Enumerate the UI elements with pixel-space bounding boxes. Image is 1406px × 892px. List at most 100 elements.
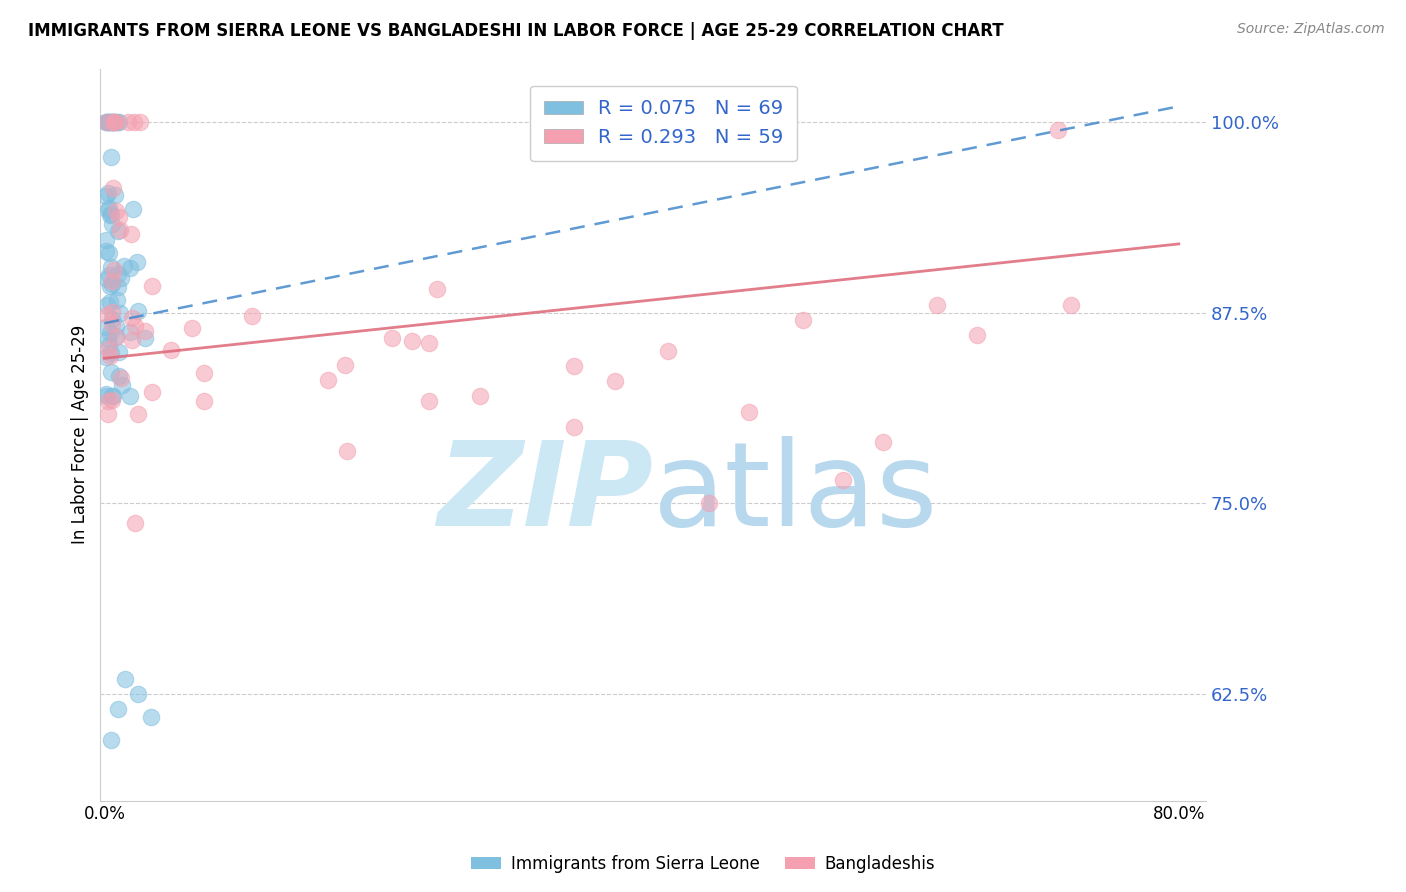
Point bbox=[110, 223, 132, 237]
Point bbox=[100, 365, 122, 379]
Point bbox=[94, 350, 117, 364]
Point bbox=[107, 115, 129, 129]
Point bbox=[117, 115, 139, 129]
Point bbox=[108, 368, 131, 383]
Point bbox=[96, 115, 118, 129]
Point bbox=[697, 496, 720, 510]
Point bbox=[657, 343, 679, 358]
Point bbox=[120, 325, 142, 339]
Point bbox=[193, 393, 215, 408]
Point bbox=[98, 338, 121, 352]
Point bbox=[110, 271, 132, 285]
Point bbox=[120, 227, 142, 241]
Point bbox=[98, 268, 121, 282]
Point bbox=[107, 267, 129, 281]
Point bbox=[100, 217, 122, 231]
Point bbox=[872, 435, 894, 450]
Point bbox=[100, 151, 122, 165]
Point bbox=[603, 374, 626, 388]
Point bbox=[832, 473, 855, 487]
Point bbox=[94, 244, 117, 259]
Point bbox=[121, 333, 143, 347]
Point bbox=[418, 336, 440, 351]
Text: IMMIGRANTS FROM SIERRA LEONE VS BANGLADESHI IN LABOR FORCE | AGE 25-29 CORRELATI: IMMIGRANTS FROM SIERRA LEONE VS BANGLADE… bbox=[28, 22, 1004, 40]
Point bbox=[97, 394, 120, 409]
Point bbox=[103, 115, 125, 129]
Point bbox=[104, 187, 127, 202]
Point bbox=[97, 115, 120, 129]
Point bbox=[105, 204, 128, 219]
Point bbox=[100, 207, 122, 221]
Point bbox=[98, 246, 121, 260]
Point bbox=[100, 115, 122, 129]
Point bbox=[792, 313, 814, 327]
Point bbox=[122, 202, 145, 217]
Point bbox=[101, 115, 124, 129]
Point bbox=[925, 298, 948, 312]
Point bbox=[98, 208, 121, 222]
Point bbox=[94, 189, 117, 203]
Point bbox=[418, 394, 440, 409]
Point bbox=[97, 202, 120, 217]
Point bbox=[98, 278, 121, 293]
Point bbox=[193, 366, 215, 380]
Point bbox=[738, 405, 761, 419]
Point bbox=[98, 294, 121, 309]
Point bbox=[96, 272, 118, 286]
Point bbox=[1046, 122, 1069, 136]
Point bbox=[97, 408, 120, 422]
Point bbox=[104, 329, 127, 343]
Point bbox=[94, 320, 117, 334]
Point bbox=[160, 343, 183, 357]
Point bbox=[104, 115, 127, 129]
Point bbox=[101, 389, 124, 403]
Point bbox=[470, 389, 492, 403]
Point bbox=[101, 389, 124, 403]
Point bbox=[98, 349, 121, 363]
Point bbox=[100, 346, 122, 360]
Point bbox=[316, 373, 339, 387]
Point bbox=[108, 306, 131, 320]
Point bbox=[96, 298, 118, 312]
Point bbox=[100, 732, 122, 747]
Point bbox=[134, 331, 156, 345]
Point bbox=[107, 224, 129, 238]
Point bbox=[101, 181, 124, 195]
Point bbox=[380, 331, 402, 345]
Point bbox=[121, 311, 143, 326]
Point bbox=[103, 115, 125, 129]
Point bbox=[94, 115, 117, 129]
Point bbox=[94, 386, 117, 401]
Point bbox=[98, 115, 121, 129]
Point bbox=[98, 201, 121, 215]
Point bbox=[141, 710, 163, 724]
Point bbox=[124, 318, 146, 333]
Point bbox=[105, 115, 128, 129]
Text: ZIP: ZIP bbox=[437, 435, 652, 550]
Point bbox=[107, 702, 129, 716]
Point bbox=[100, 392, 122, 407]
Point bbox=[181, 321, 204, 335]
Point bbox=[101, 312, 124, 326]
Point bbox=[141, 385, 163, 400]
Point bbox=[108, 344, 131, 359]
Point bbox=[101, 115, 124, 129]
Point bbox=[401, 334, 423, 348]
Legend: Immigrants from Sierra Leone, Bangladeshis: Immigrants from Sierra Leone, Bangladesh… bbox=[464, 848, 942, 880]
Point bbox=[1060, 298, 1083, 312]
Point bbox=[122, 115, 145, 129]
Point bbox=[108, 210, 131, 224]
Point bbox=[105, 293, 128, 307]
Point bbox=[426, 282, 449, 296]
Point bbox=[110, 371, 132, 385]
Point bbox=[134, 324, 156, 338]
Point bbox=[129, 115, 152, 129]
Point bbox=[127, 407, 149, 421]
Point bbox=[103, 115, 125, 129]
Legend: R = 0.075   N = 69, R = 0.293   N = 59: R = 0.075 N = 69, R = 0.293 N = 59 bbox=[530, 86, 797, 161]
Point bbox=[141, 278, 163, 293]
Y-axis label: In Labor Force | Age 25-29: In Labor Force | Age 25-29 bbox=[72, 325, 89, 544]
Point bbox=[336, 444, 359, 458]
Point bbox=[103, 115, 125, 129]
Point bbox=[120, 260, 142, 275]
